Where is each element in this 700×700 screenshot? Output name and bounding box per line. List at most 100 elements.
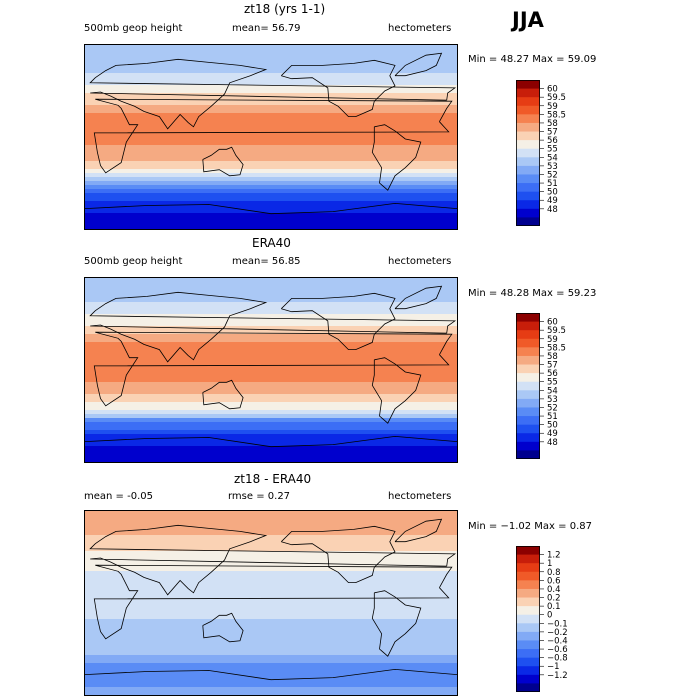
colorbar-box <box>516 407 540 417</box>
colorbar-label: 58 <box>547 352 558 362</box>
map-band <box>85 559 457 564</box>
colorbar-label: 50 <box>547 421 558 431</box>
map-band <box>85 454 457 459</box>
map-band <box>85 515 457 520</box>
panel3-units: hectometers <box>388 491 452 502</box>
colorbar-box <box>516 321 540 331</box>
colorbar-box <box>516 649 540 659</box>
map-band <box>85 342 457 347</box>
panel3-map <box>84 510 458 696</box>
map-band <box>85 205 457 210</box>
coastline <box>93 564 453 640</box>
panel1-minmax: Min = 48.27 Max = 59.09 <box>468 54 597 65</box>
map-band <box>85 382 457 387</box>
colorbar-label: 55 <box>547 145 558 155</box>
map-band <box>85 438 457 443</box>
panel1-title: zt18 (yrs 1-1) <box>244 2 326 16</box>
map-band <box>85 563 457 568</box>
map-band <box>85 631 457 636</box>
panel2-mean: mean= 56.85 <box>232 256 301 267</box>
map-band <box>85 667 457 672</box>
coastline <box>202 146 244 177</box>
map-band <box>85 225 457 229</box>
panel3-title: zt18 - ERA40 <box>234 472 312 486</box>
map-band <box>85 458 457 462</box>
map-band <box>85 45 457 50</box>
panel1-mean: mean= 56.79 <box>232 23 301 34</box>
colorbar-box <box>516 554 540 564</box>
colorbar-box <box>516 122 540 133</box>
colorbar-label: 1 <box>547 559 552 569</box>
colorbar-label: 0.2 <box>547 594 561 604</box>
map-band <box>85 105 457 110</box>
map-band <box>85 77 457 82</box>
colorbar-label: 49 <box>547 429 558 439</box>
colorbar-box <box>516 355 540 366</box>
colorbar-box <box>516 338 540 348</box>
coastline <box>394 518 443 543</box>
map-band <box>85 93 457 98</box>
map-band <box>85 362 457 367</box>
map-band <box>85 378 457 383</box>
panel3-map-plot <box>85 511 457 695</box>
map-band <box>85 290 457 295</box>
colorbar-box <box>516 441 540 451</box>
map-band <box>85 571 457 576</box>
map-band <box>85 73 457 78</box>
colorbar-box <box>516 88 540 98</box>
map-band <box>85 671 457 676</box>
map-band <box>85 402 457 407</box>
coastline <box>202 612 244 643</box>
colorbar-box <box>516 683 540 692</box>
map-band <box>85 446 457 451</box>
colorbar-label: 59 <box>547 335 558 345</box>
map-band <box>85 173 457 178</box>
colorbar-box <box>516 114 540 124</box>
map-band <box>85 213 457 218</box>
coastline <box>394 285 443 310</box>
map-band <box>85 145 457 150</box>
colorbar-label: 58 <box>547 119 558 129</box>
colorbar-label: −0.4 <box>547 636 568 646</box>
map-band <box>85 434 457 439</box>
map-band <box>85 177 457 182</box>
map-band <box>85 97 457 102</box>
map-band <box>85 675 457 680</box>
colorbar-label: 0.8 <box>547 568 561 578</box>
panel2-map <box>84 277 458 463</box>
map-band <box>85 338 457 343</box>
panel3-colorbar-plot: 1.210.80.60.40.20.10−0.1−0.2−0.4−0.6−0.8… <box>516 546 568 692</box>
colorbar-box <box>516 131 540 141</box>
colorbar-label: 57 <box>547 128 558 138</box>
map-band <box>85 109 457 114</box>
colorbar-label: 0 <box>547 611 552 621</box>
map-band <box>85 149 457 154</box>
map-band <box>85 366 457 371</box>
map-band <box>85 547 457 552</box>
map-band <box>85 619 457 624</box>
map-band <box>85 306 457 311</box>
season-label: JJA <box>512 8 544 32</box>
colorbar-label: −1.2 <box>547 671 568 681</box>
map-band <box>85 539 457 544</box>
map-band <box>85 49 457 54</box>
map-band <box>85 611 457 616</box>
map-band <box>85 193 457 198</box>
map-band <box>85 551 457 556</box>
colorbar-label: 54 <box>547 153 558 163</box>
map-band <box>85 567 457 572</box>
map-band <box>85 69 457 74</box>
map-band <box>85 358 457 363</box>
colorbar-box <box>516 640 540 650</box>
panel3-colorbar: 1.2 1 0.8 0.6 0.4 0.2 0.1 0 −0.1 −0.2 −0.4 −0.6 −0.8… <box>516 546 586 692</box>
colorbar-box <box>516 373 540 383</box>
colorbar-label: −0.2 <box>547 628 568 638</box>
coastline <box>202 379 244 410</box>
colorbar-label: 53 <box>547 162 558 172</box>
map-band <box>85 185 457 190</box>
colorbar-label: 58.5 <box>547 110 566 120</box>
map-band <box>85 137 457 142</box>
map-band <box>85 406 457 411</box>
colorbar-box <box>516 200 540 210</box>
